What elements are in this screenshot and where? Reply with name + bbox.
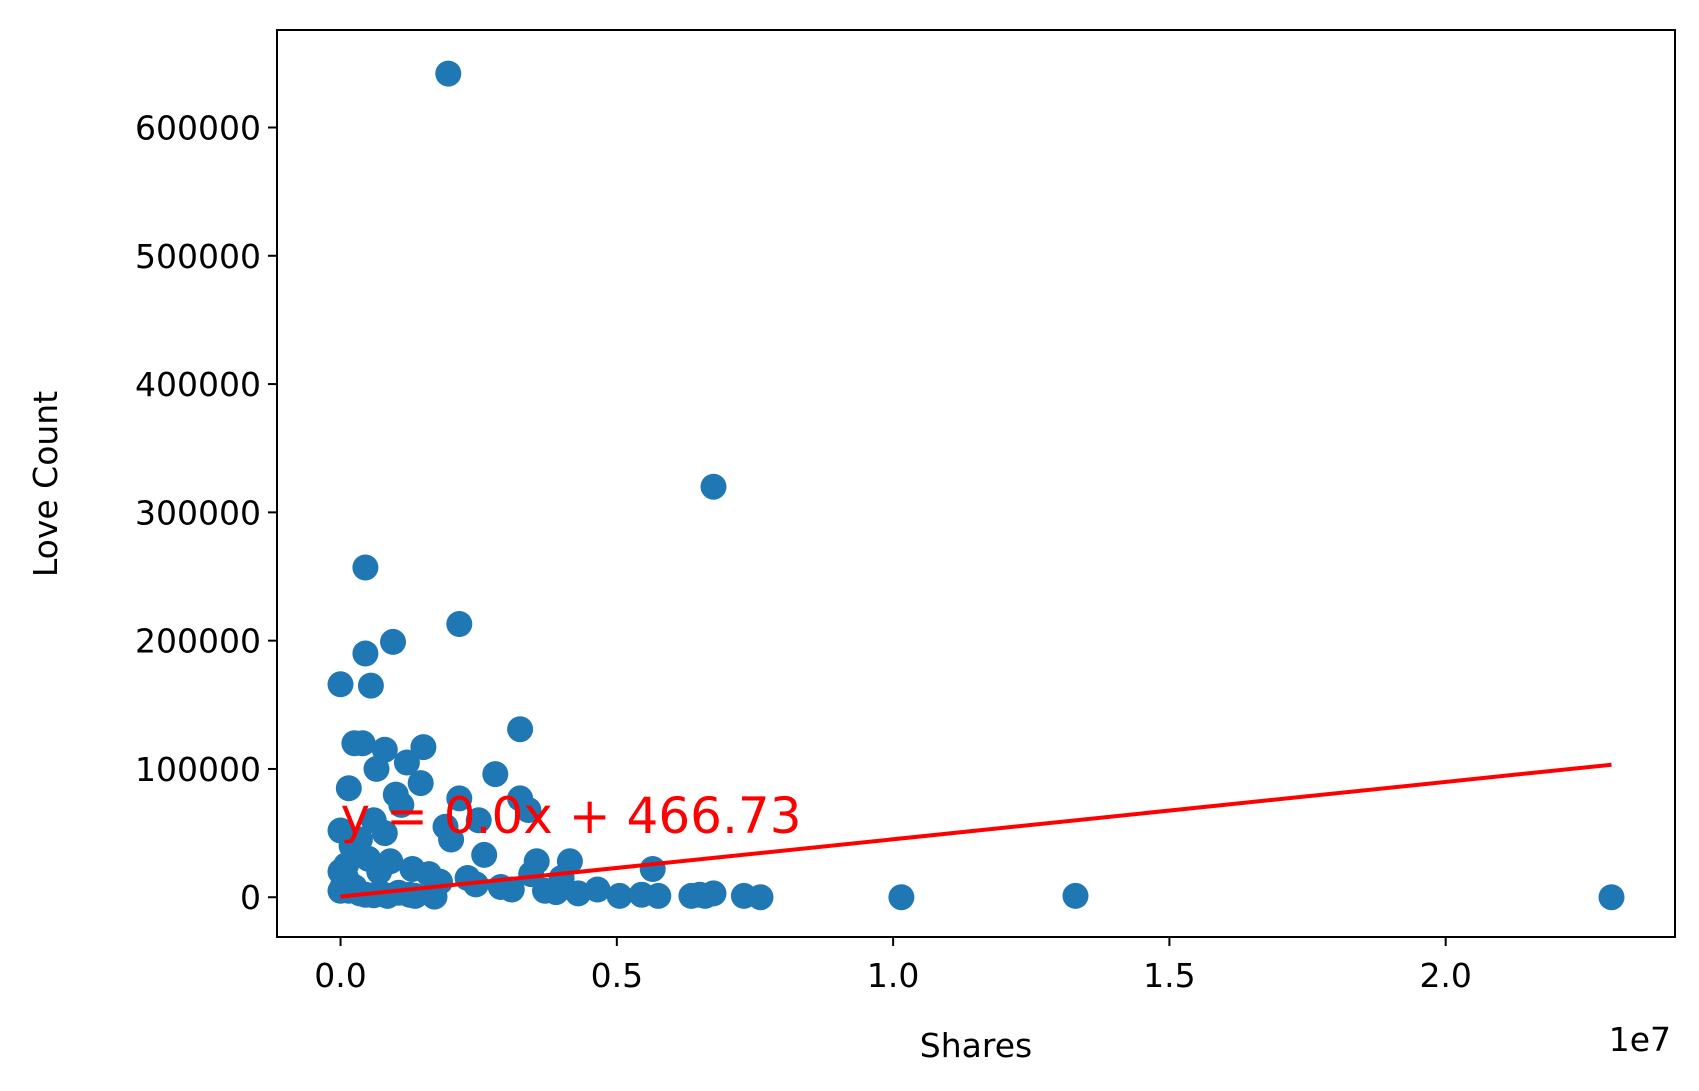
data-point [639,856,666,882]
data-point [645,882,672,909]
y-tick-label: 300000 [135,493,261,532]
data-point [507,716,534,743]
x-tick-label: 2.0 [1419,956,1471,995]
y-axis-ticks: 0 100000 200000 300000 400000 500000 600000 [135,108,277,917]
y-tick-label: 100000 [135,750,261,789]
data-point [335,775,362,802]
y-axis-label: Love Count [26,391,65,577]
data-point [482,761,509,788]
x-tick-label: 1.5 [1143,956,1195,995]
regression-line-layer [340,762,1612,899]
data-point [388,791,415,818]
data-point [565,880,592,907]
data-point [584,876,611,903]
data-point [1598,884,1625,911]
x-tick-label: 0.0 [314,956,366,995]
x-tick-label: 0.5 [591,956,643,995]
data-point [747,884,774,911]
data-point [349,730,376,757]
data-point [410,734,437,761]
data-point [606,882,633,909]
data-point [380,628,406,655]
data-point [498,876,525,903]
x-tick-label: 1.0 [867,956,919,995]
data-point [543,879,569,906]
data-point [377,848,404,875]
data-point [446,785,473,812]
x-axis-label: Shares [920,1026,1032,1065]
data-point [435,60,462,87]
data-point [700,880,727,907]
data-point [327,671,354,698]
y-tick-label: 600000 [135,108,261,147]
data-point [515,797,542,823]
data-point [1062,882,1089,909]
data-point [352,640,379,667]
data-point [407,770,434,797]
y-tick-label: 200000 [135,622,261,661]
y-tick-label: 400000 [135,365,261,404]
regression-line [340,762,1612,899]
data-point [446,611,473,637]
data-point [346,826,373,853]
data-point [363,755,390,782]
data-point [471,841,498,868]
data-point [465,807,492,834]
data-point [700,473,727,500]
data-point [357,672,384,699]
data-point [393,749,420,776]
data-point [888,884,915,911]
x-axis-ticks: 0.0 0.5 1.0 1.5 2.0 [314,937,1472,995]
y-tick-label: 0 [240,878,261,917]
data-point [352,554,379,581]
regression-equation-label: y = 0.0x + 466.73 [341,787,802,845]
data-point [421,883,448,910]
y-tick-label: 500000 [135,237,261,276]
x-offset-text: 1e7 [1609,1020,1671,1059]
data-point [438,826,465,853]
plot-frame [276,29,1676,938]
data-point [371,820,398,847]
plot-background [277,30,1675,937]
